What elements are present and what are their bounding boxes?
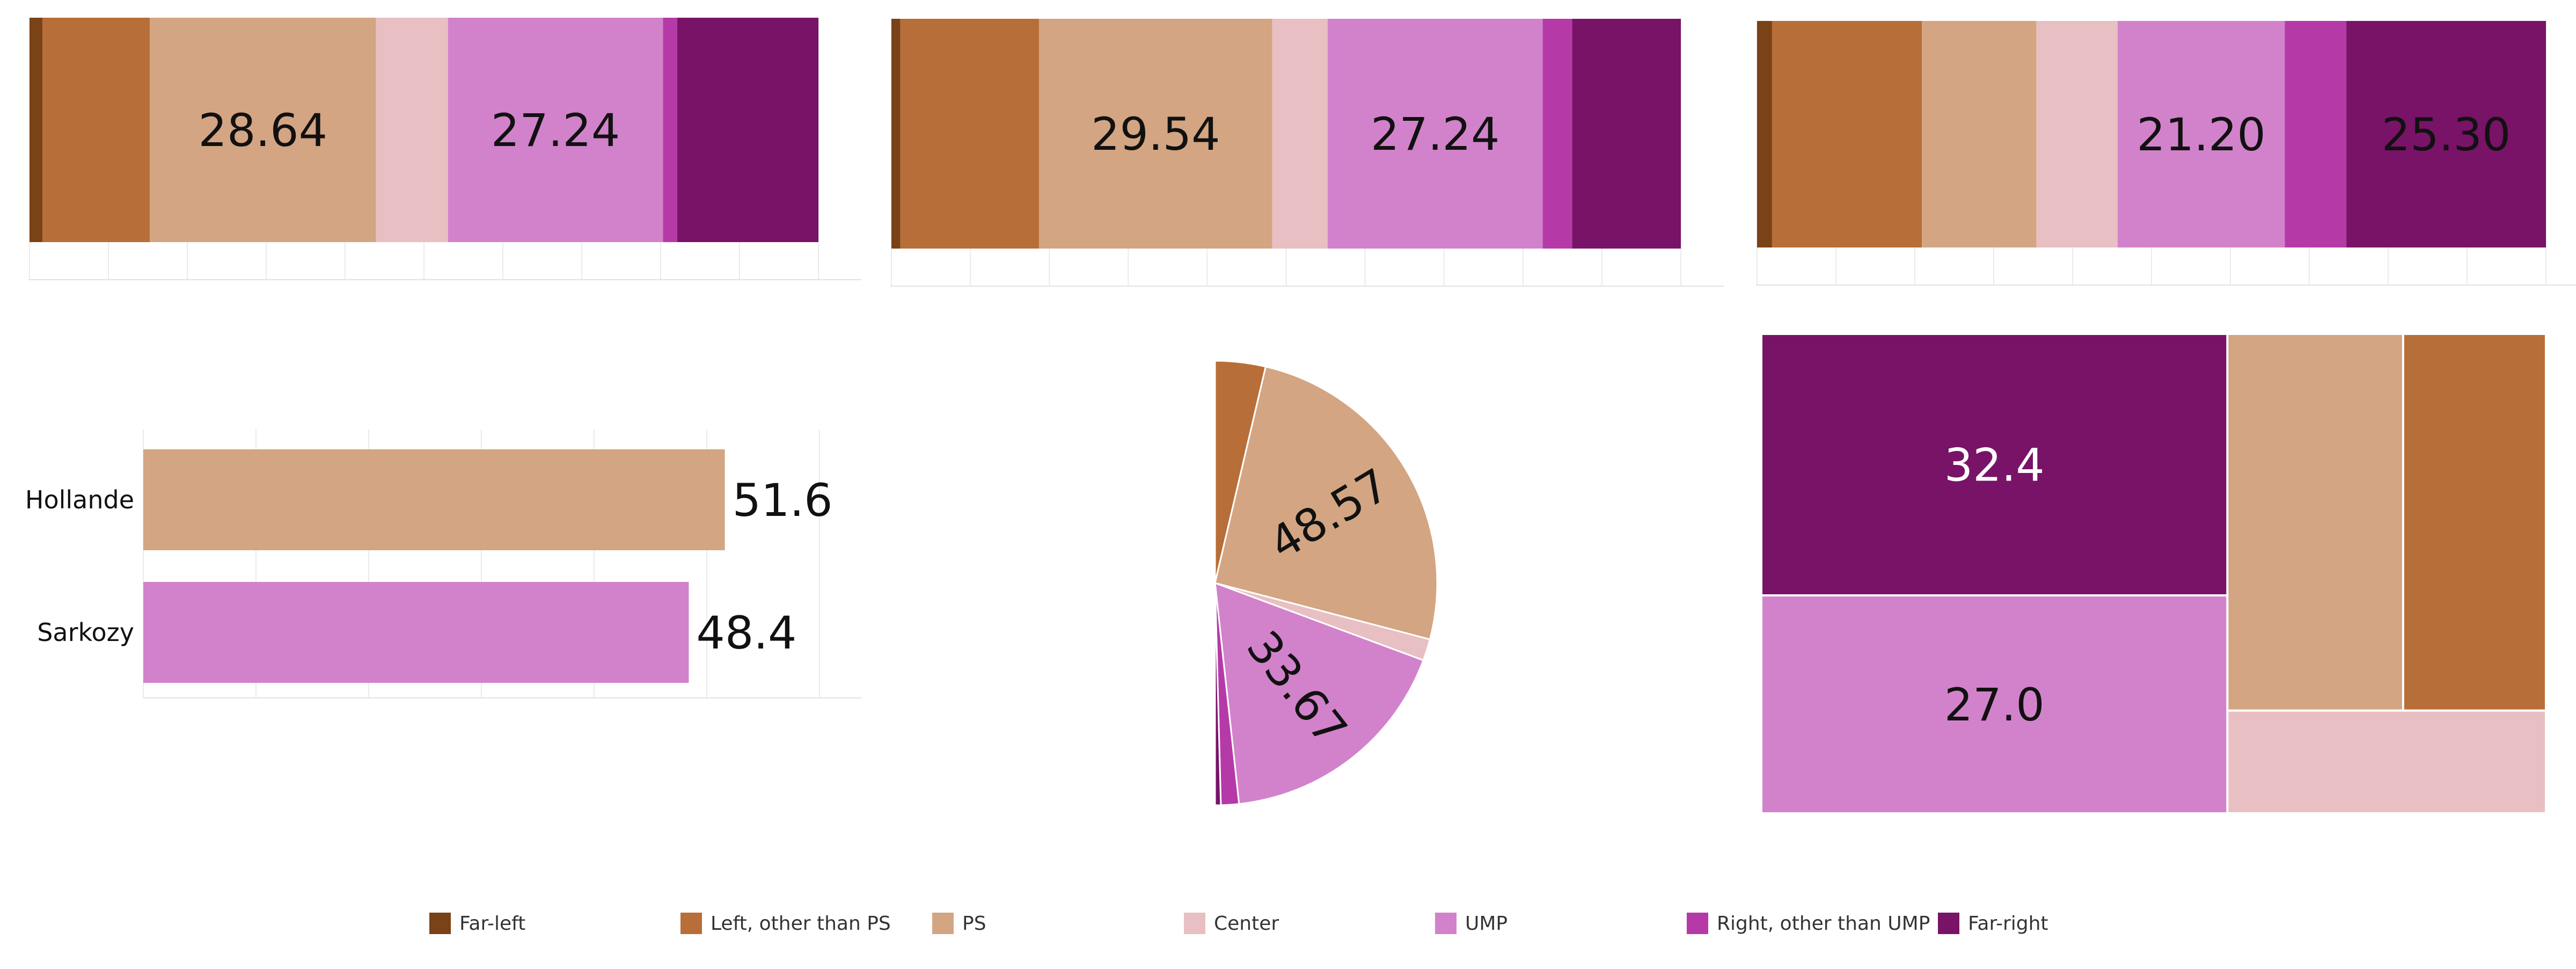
- legend-label: Far-left: [459, 912, 526, 935]
- stacked-bar-chart-3: 21.20 25.30: [1756, 21, 2576, 286]
- bar-segment-ps: [1039, 19, 1272, 249]
- treemap-cell-ps: [2226, 333, 2404, 712]
- pie-slice-far-right: [1214, 582, 1222, 806]
- bar-segment-right-other-than-ump: [1542, 19, 1572, 249]
- category-label: Hollande: [25, 485, 134, 514]
- bar-segment-ump: [1327, 19, 1543, 249]
- data-label: 28.64: [199, 104, 327, 157]
- bar-segment-left-other-than-ps: [42, 18, 150, 242]
- category-label: Sarkozy: [37, 618, 134, 647]
- legend-swatch: [1938, 913, 1959, 934]
- legend-swatch: [1687, 913, 1708, 934]
- legend-label: Left, other than PS: [711, 912, 891, 935]
- bar-segment-right-other-than-ump: [663, 18, 677, 242]
- legend-item-center: Center: [1184, 907, 1279, 939]
- data-label: 25.30: [2382, 108, 2511, 161]
- pie-slice-ps: [1214, 366, 1438, 640]
- bar-segment-left-other-than-ps: [900, 19, 1040, 249]
- legend: Far-left Left, other than PS PS Center UMP Ri…: [0, 907, 2576, 939]
- bar-segment-center: [2036, 21, 2118, 247]
- bar-segment-center: [376, 18, 448, 242]
- pie-slice-ump: [1214, 581, 1425, 805]
- legend-item-ps: PS: [932, 907, 986, 939]
- bar-segment-far-right: [677, 18, 818, 242]
- legend-swatch: [932, 913, 954, 934]
- legend-label: Right, other than UMP: [1717, 912, 1930, 935]
- stacked-bar-chart-1: 28.64 27.24: [28, 18, 861, 280]
- legend-label: Far-right: [1968, 912, 2048, 935]
- legend-item-right-other-than-ump: Right, other than UMP: [1687, 907, 1930, 939]
- legend-swatch: [680, 913, 702, 934]
- treemap-cell-center: [2226, 709, 2548, 814]
- legend-label: Center: [1214, 912, 1279, 935]
- bar-segment-far-left: [1757, 21, 1772, 247]
- treemap-cell-left-other-than-ps: [2402, 333, 2548, 712]
- legend-swatch: [429, 913, 451, 934]
- data-label: 27.24: [491, 104, 620, 157]
- bar-segment-ps: [150, 18, 376, 242]
- legend-item-ump: UMP: [1435, 907, 1507, 939]
- data-label: 27.0: [1944, 679, 2045, 731]
- bar-segment-right-other-than-ump: [2285, 21, 2347, 247]
- stacked-bar-chart-2: 29.54 27.24: [890, 19, 1724, 287]
- data-label: 51.6: [733, 474, 833, 527]
- bar-segment-left-other-than-ps: [1772, 21, 1922, 247]
- data-label: 29.54: [1091, 108, 1220, 161]
- legend-swatch: [1184, 913, 1205, 934]
- treemap-cell-ump: [1760, 594, 2229, 815]
- runoff-bar-chart: Hollande 51.6 Sarkozy 48.4: [25, 429, 861, 698]
- bar-segment-far-left: [30, 18, 42, 242]
- data-label: 21.20: [2136, 108, 2265, 161]
- legend-label: UMP: [1465, 912, 1508, 935]
- bar-segment-ump: [448, 18, 663, 242]
- bar-segment-center: [1272, 19, 1328, 249]
- treemap-cell-far-right: [1760, 333, 2229, 597]
- data-label: 48.4: [696, 607, 796, 659]
- legend-item-far-right: Far-right: [1938, 907, 2048, 939]
- treemap-chart: 32.4 27.0: [1760, 333, 2548, 815]
- legend-item-far-left: Far-left: [429, 907, 525, 939]
- bar-segment-far-right: [1572, 19, 1681, 249]
- data-label: 32.4: [1944, 439, 2045, 492]
- bar-segment-far-right: [2346, 21, 2546, 247]
- bar-sarkozy: [143, 582, 689, 683]
- bar-segment-ump: [2117, 21, 2285, 247]
- bar-hollande: [143, 449, 725, 550]
- legend-label: PS: [962, 912, 986, 935]
- bar-segment-far-left: [891, 19, 901, 249]
- data-label: 27.24: [1371, 108, 1499, 161]
- bar-segment-ps: [1922, 21, 2037, 247]
- legend-swatch: [1435, 913, 1457, 934]
- legend-item-left-other-than-ps: Left, other than PS: [680, 907, 891, 939]
